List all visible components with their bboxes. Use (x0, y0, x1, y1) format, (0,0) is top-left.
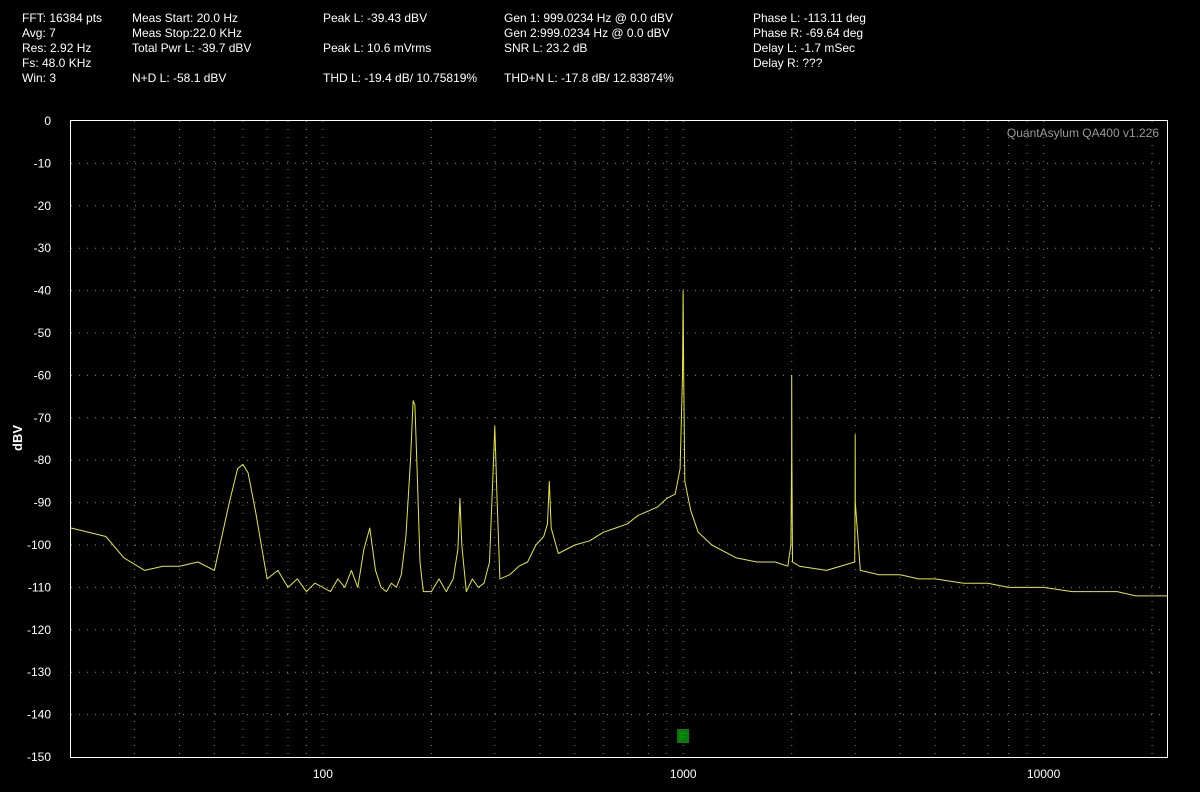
readout-meas-start: Meas Start: 20.0 Hz (132, 11, 239, 25)
y-tick-label: -120 (27, 623, 51, 637)
x-tick-label: 1000 (670, 767, 697, 781)
readout-snr: SNR L: 23.2 dB (504, 41, 588, 55)
y-tick-label: -130 (27, 665, 51, 679)
readout-delay-right: Delay R: ??? (753, 56, 823, 70)
x-axis-ticks: 100 1000 10000 (313, 767, 1061, 781)
chart-traces (70, 290, 1167, 597)
x-tick-label: 10000 (1027, 767, 1061, 781)
y-tick-label: 0 (44, 114, 51, 128)
readout-window: Win: 3 (22, 71, 57, 85)
readout-phase-left: Phase L: -113.11 deg (753, 11, 866, 25)
readout-col1: FFT: 16384 pts Avg: 7 Res: 2.92 Hz Fs: 4… (22, 11, 102, 86)
y-tick-label: -90 (34, 496, 52, 510)
y-tick-label: -10 (34, 156, 52, 170)
readout-sample-rate: Fs: 48.0 KHz (22, 56, 92, 70)
y-tick-label: -20 (34, 199, 52, 213)
spectrum-trace-left (70, 290, 1167, 597)
readout-col5: Phase L: -113.11 deg Phase R: -69.64 deg… (753, 11, 866, 71)
readout-gen1: Gen 1: 999.0234 Hz @ 0.0 dBV (504, 11, 673, 25)
y-tick-label: -110 (28, 580, 51, 594)
y-tick-label: -150 (27, 750, 51, 764)
readout-meas-stop: Meas Stop:22.0 KHz (132, 26, 243, 40)
readout-delay-left: Delay L: -1.7 mSec (753, 41, 856, 55)
readout-thd-n: THD+N L: -17.8 dB/ 12.83874% (504, 71, 674, 85)
readout-resolution: Res: 2.92 Hz (22, 41, 92, 55)
readout-noise-distortion: N+D L: -58.1 dBV (132, 71, 227, 85)
y-tick-label: -30 (34, 241, 52, 255)
y-tick-label: -60 (34, 368, 52, 382)
marker-box (677, 729, 690, 743)
fundamental-marker[interactable]: F (677, 729, 690, 743)
plot-frame (70, 120, 1168, 758)
chart-watermark: QuantAsylum QA400 v1.226 (1007, 126, 1159, 140)
readout-peak-mvrms: Peak L: 10.6 mVrms (323, 41, 432, 55)
marker-label: F (680, 732, 686, 743)
y-axis-ticks: 0 -10 -20 -30 -40 -50 -60 -70 -80 -90 -100 -110 -120… (27, 114, 51, 764)
y-tick-label: -40 (34, 284, 52, 298)
readout-col3: Peak L: -39.43 dBV Peak L: 10.6 mVrms TH… (323, 11, 477, 86)
y-tick-label: -80 (34, 453, 52, 467)
chart-grid (71, 121, 1167, 757)
readout-peak-dbv: Peak L: -39.43 dBV (323, 11, 428, 25)
y-tick-label: -70 (34, 411, 52, 425)
readout-phase-right: Phase R: -69.64 deg (753, 26, 864, 40)
readout-gen2: Gen 2:999.0234 Hz @ 0.0 dBV (504, 26, 670, 40)
readout-col4: Gen 1: 999.0234 Hz @ 0.0 dBV Gen 2:999.0… (504, 11, 674, 86)
x-tick-label: 100 (313, 767, 333, 781)
y-axis-label: dBV (10, 425, 25, 451)
y-tick-label: -50 (34, 326, 52, 340)
readout-averages: Avg: 7 (22, 26, 56, 40)
readout-thd: THD L: -19.4 dB/ 10.75819% (323, 71, 478, 85)
y-tick-label: -140 (27, 708, 51, 722)
readout-total-power: Total Pwr L: -39.7 dBV (132, 41, 252, 55)
readout-fft-points: FFT: 16384 pts (22, 11, 103, 25)
readout-col2: Meas Start: 20.0 Hz Meas Stop:22.0 KHz T… (132, 11, 251, 86)
y-tick-label: -100 (27, 538, 51, 552)
